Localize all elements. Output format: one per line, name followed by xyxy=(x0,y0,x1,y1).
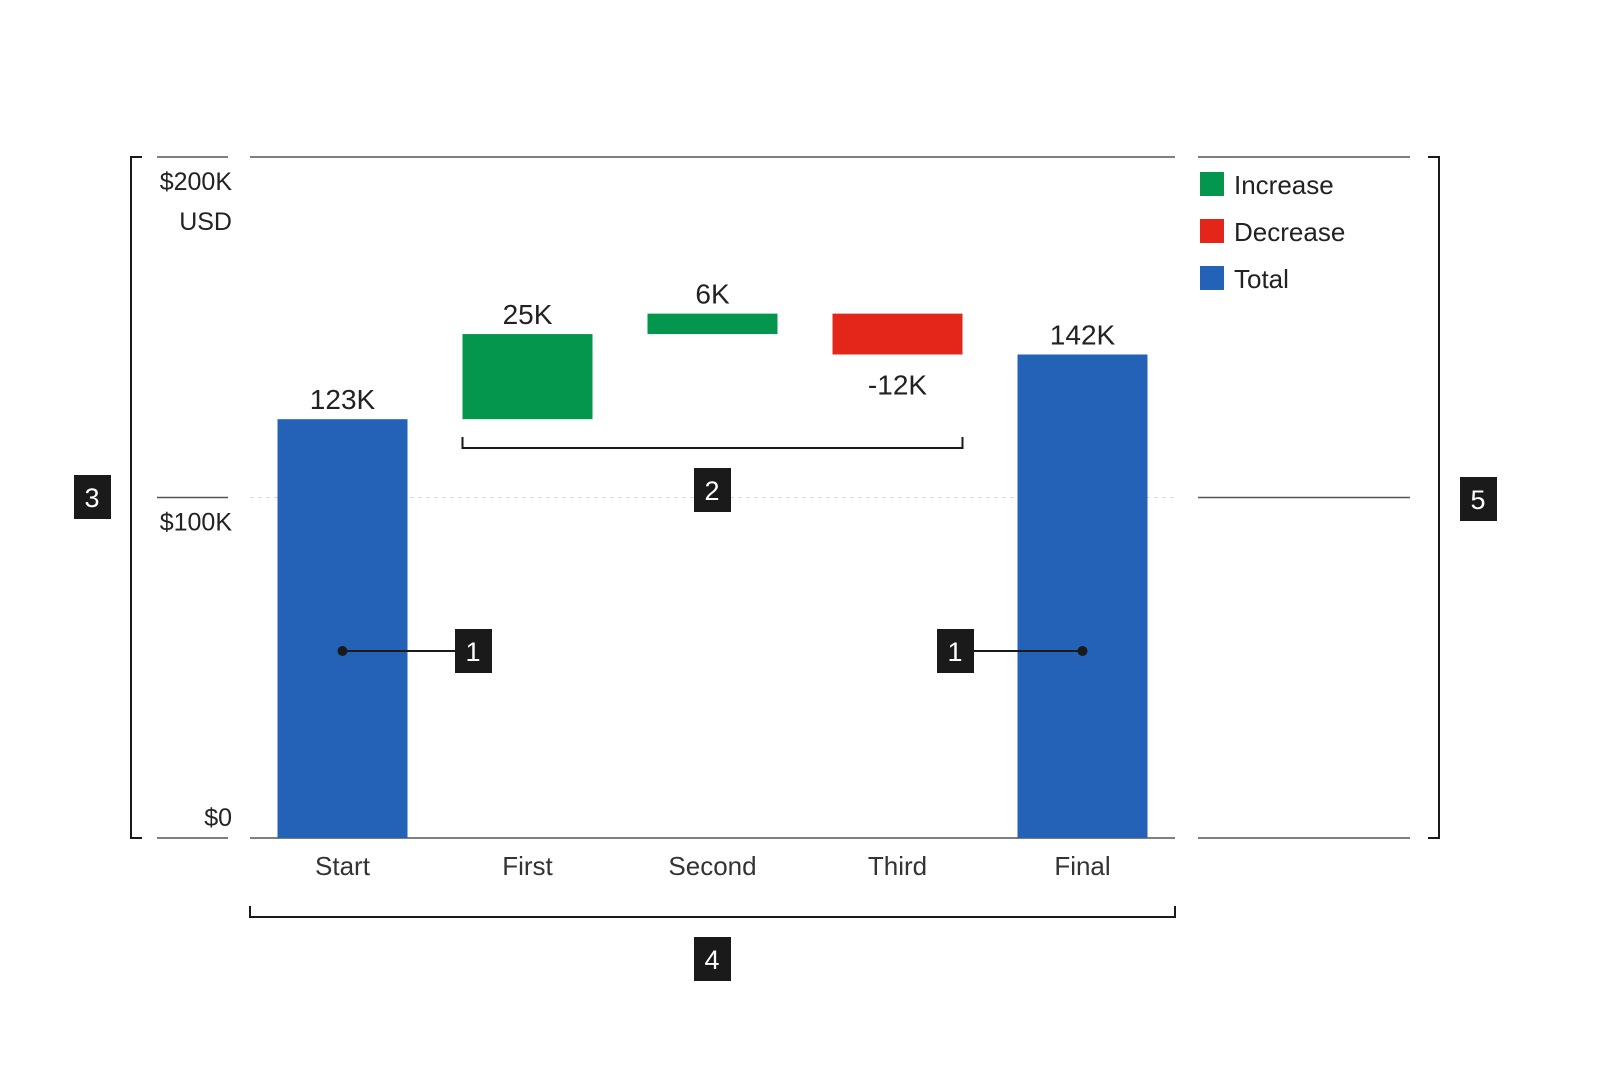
value-label-second: 6K xyxy=(695,279,730,310)
annotation-bracket-legend xyxy=(1428,156,1440,839)
bar-first xyxy=(462,334,593,420)
legend-swatch-total xyxy=(1200,266,1224,290)
annotation-number: 3 xyxy=(84,483,99,513)
legend-swatch-decrease xyxy=(1200,219,1224,243)
y-axis: $200K $100K $0 xyxy=(160,168,233,832)
annotation-box xyxy=(694,937,731,981)
y-tick-label-1: $100K xyxy=(160,509,233,537)
legend-label-decrease: Decrease xyxy=(1234,217,1345,247)
annotation-number: 1 xyxy=(465,637,480,667)
annotation-bracket-deltas xyxy=(461,437,964,449)
bar-third xyxy=(832,313,963,355)
value-label-final: 142K xyxy=(1050,319,1116,350)
y-axis-unit-label: USD xyxy=(179,208,232,236)
annotation-number: 2 xyxy=(704,476,719,506)
annotation-marker-1-1: 1 xyxy=(937,629,974,673)
annotation-number: 4 xyxy=(704,945,719,975)
value-labels: 123K 25K 6K -12K 142K xyxy=(310,279,1116,416)
category-label-first: First xyxy=(502,851,553,881)
annotation-box xyxy=(455,629,492,673)
annotation-bracket-y-axis xyxy=(130,156,142,839)
value-label-first: 25K xyxy=(503,299,553,330)
category-label-start: Start xyxy=(315,851,371,881)
annotation-marker-5: 5 xyxy=(1460,477,1497,521)
bar-second xyxy=(647,313,778,335)
category-label-third: Third xyxy=(868,851,927,881)
legend-label-total: Total xyxy=(1234,264,1289,294)
category-label-second: Second xyxy=(668,851,756,881)
annotation-bracket-x-axis xyxy=(249,906,1176,918)
annotation-box xyxy=(74,475,111,519)
bars xyxy=(277,313,1148,838)
annotation-marker-3: 3 xyxy=(74,475,111,519)
category-labels: Start First Second Third Final xyxy=(315,851,1111,881)
annotation-number: 5 xyxy=(1470,485,1485,515)
legend-swatch-increase xyxy=(1200,172,1224,196)
annotation-box xyxy=(1460,477,1497,521)
annotation-marker-2: 2 xyxy=(694,468,731,512)
annotation-box xyxy=(694,468,731,512)
annotations: 1 1 2 3 4 5 xyxy=(74,156,1497,981)
bar-start xyxy=(277,419,408,838)
value-label-third: -12K xyxy=(868,369,927,400)
value-label-start: 123K xyxy=(310,384,376,415)
legend: Increase Decrease Total xyxy=(1200,170,1345,294)
y-tick-label-2: $0 xyxy=(204,804,232,832)
annotation-box xyxy=(937,629,974,673)
legend-label-increase: Increase xyxy=(1234,170,1334,200)
bar-final xyxy=(1017,354,1148,838)
y-tick-label-0: $200K xyxy=(160,168,233,196)
category-label-final: Final xyxy=(1054,851,1110,881)
annotation-number: 1 xyxy=(947,637,962,667)
annotation-marker-1-0: 1 xyxy=(455,629,492,673)
annotation-marker-4: 4 xyxy=(694,937,731,981)
